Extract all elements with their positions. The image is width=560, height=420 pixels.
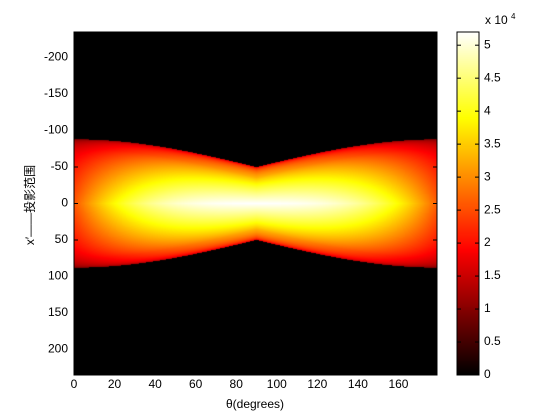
colorbar-tick-label: 4.5 <box>484 70 501 84</box>
y-tick-label: -100 <box>44 123 68 137</box>
colorbar-tick-label: 0.5 <box>484 334 501 348</box>
colorbar-ticks: 0 0.5 1 1.5 2 2.5 3 3.5 4 4.5 5 <box>457 37 501 381</box>
x-tick-label: 160 <box>388 377 408 391</box>
y-tick-label: 150 <box>48 305 68 319</box>
heatmap-plot <box>73 31 438 376</box>
x-tick-label: 60 <box>189 377 203 391</box>
y-tick-label: 0 <box>61 196 68 210</box>
colorbar-gradient <box>457 32 479 375</box>
x-tick-label: 140 <box>348 377 368 391</box>
x-tick-label: 80 <box>230 377 244 391</box>
x-axis-label: θ(degrees) <box>226 397 284 411</box>
x-tick-label: 0 <box>71 377 78 391</box>
colorbar-multiplier: x 10 4 <box>485 12 516 27</box>
y-tick-label: -50 <box>51 159 69 173</box>
colorbar-tick-label: 4 <box>484 103 491 117</box>
colorbar-tick-label: 3.5 <box>484 136 501 150</box>
y-tick-label: 200 <box>48 342 68 356</box>
colorbar: 0 0.5 1 1.5 2 2.5 3 3.5 4 4.5 5 x 10 4 <box>456 12 516 381</box>
colorbar-frame <box>456 31 480 376</box>
y-tick-label: 50 <box>55 232 69 246</box>
colorbar-tick-label: 5 <box>484 37 491 51</box>
y-tick-label: -150 <box>44 86 68 100</box>
colorbar-tick-label: 1 <box>484 301 491 315</box>
x-tick-label: 40 <box>148 377 162 391</box>
y-axis-label: x′——投影范围 <box>22 165 37 245</box>
colorbar-multiplier-exponent: 4 <box>511 12 516 21</box>
colorbar-tick-label: 2.5 <box>484 202 501 216</box>
x-tick-label: 20 <box>108 377 122 391</box>
y-tick-label: 100 <box>48 269 68 283</box>
x-axis: 0 20 40 60 80 100 120 140 160 <box>71 32 409 391</box>
colorbar-tick-label: 0 <box>484 367 491 381</box>
colorbar-multiplier-base: x 10 <box>485 13 508 27</box>
colorbar-tick-label: 1.5 <box>484 268 501 282</box>
y-tick-label: -200 <box>44 50 68 64</box>
colorbar-tick-label: 2 <box>484 235 491 249</box>
colorbar-tick-label: 3 <box>484 169 491 183</box>
sinogram-heatmap <box>74 32 437 375</box>
x-tick-label: 120 <box>307 377 327 391</box>
y-axis: -200 -150 -100 -50 0 50 100 150 200 <box>44 50 437 356</box>
x-tick-label: 100 <box>267 377 287 391</box>
